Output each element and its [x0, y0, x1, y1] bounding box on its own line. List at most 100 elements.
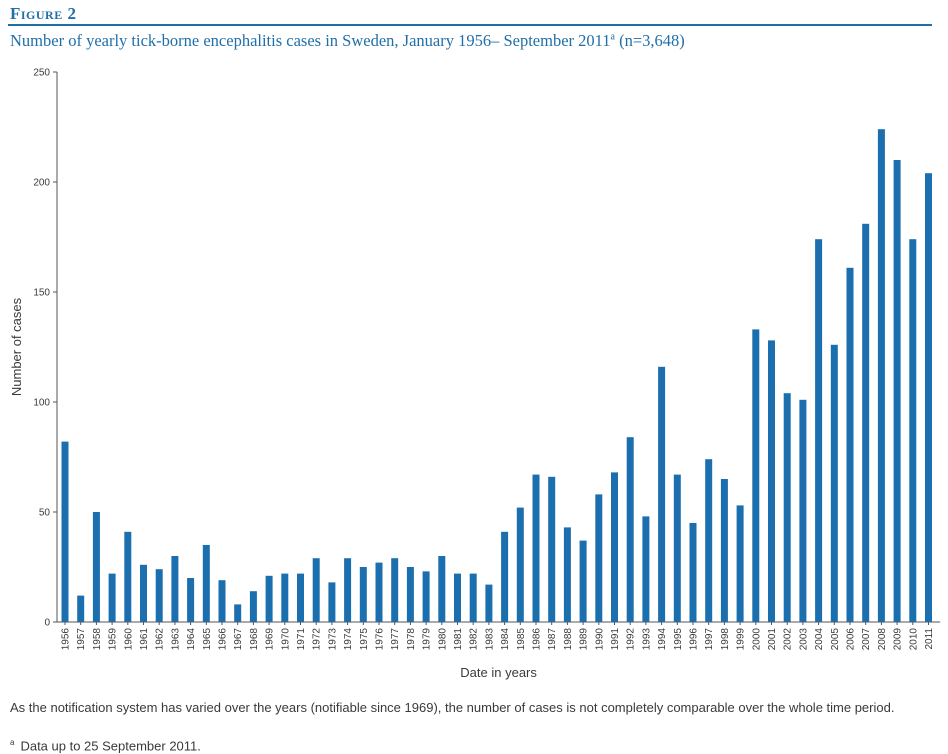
- bar-1992: [626, 437, 634, 622]
- x-tick-label-1993: 1993: [641, 628, 652, 651]
- bar-1962: [155, 569, 163, 622]
- figure-label: Figure 2: [10, 4, 77, 23]
- bar-1959: [108, 573, 116, 622]
- bar-1971: [297, 573, 304, 622]
- bar-chart: 1956 1957 1958 1959 1960 1961 1962 1963 1964 1965…: [9, 68, 941, 680]
- bar-1986: [532, 474, 540, 622]
- chart-note: As the notification system has varied ov…: [10, 700, 895, 715]
- x-tick-label-1957: 1957: [76, 628, 87, 651]
- bar-1996: [689, 523, 697, 622]
- bar-1978: [406, 567, 414, 622]
- x-tick-label-1963: 1963: [170, 628, 181, 651]
- x-tick-label-1973: 1973: [327, 628, 338, 651]
- bar-2008: [877, 129, 885, 622]
- x-tick-label-1984: 1984: [500, 628, 511, 651]
- x-tick-label-2007: 2007: [861, 628, 872, 651]
- x-tick-label-1972: 1972: [312, 628, 323, 651]
- bar-1999: [736, 505, 744, 622]
- bar-1998: [720, 479, 728, 622]
- x-tick-label-1962: 1962: [155, 628, 166, 651]
- x-tick-label-1956: 1956: [61, 628, 72, 651]
- x-tick-label-2011: 2011: [924, 628, 935, 650]
- x-tick-label-1974: 1974: [343, 628, 354, 651]
- bar-1963: [171, 556, 179, 622]
- bar-1979: [422, 571, 430, 622]
- x-tick-label-2004: 2004: [814, 628, 825, 651]
- x-tick-label-1997: 1997: [704, 628, 715, 651]
- footnote: a Data up to 25 September 2011.: [10, 735, 201, 754]
- x-tick-label-2009: 2009: [893, 628, 904, 651]
- x-tick-label-1969: 1969: [265, 628, 276, 651]
- bar-1980: [438, 556, 446, 622]
- bar-1982: [469, 573, 477, 622]
- bar-1991: [611, 472, 618, 622]
- footnote-text: Data up to 25 September 2011.: [20, 738, 201, 754]
- bar-1964: [187, 578, 195, 622]
- bar-1984: [501, 531, 509, 622]
- x-tick-label-2002: 2002: [783, 628, 794, 651]
- bar-1974: [344, 558, 352, 622]
- bar-2007: [862, 223, 870, 623]
- x-tick-label-1978: 1978: [406, 628, 417, 651]
- x-tick-label-1959: 1959: [108, 628, 119, 651]
- x-tick-labels: 1956 1957 1958 1959 1960 1961 1962 1963 1964 1965…: [61, 628, 936, 651]
- bar-2010: [909, 239, 917, 622]
- x-tick-label-2010: 2010: [908, 628, 919, 651]
- y-tick-label: 150: [33, 288, 50, 299]
- bar-1972: [312, 558, 320, 622]
- bar-1995: [673, 474, 681, 622]
- y-tick-label: 100: [33, 398, 50, 409]
- chart-title-text: Number of yearly tick-borne encephalitis…: [10, 31, 611, 50]
- bar-2006: [846, 267, 854, 622]
- bar-1960: [124, 531, 132, 622]
- bar-2000: [752, 329, 760, 622]
- x-tick-label-1976: 1976: [375, 628, 386, 651]
- x-tick-label-1996: 1996: [689, 628, 700, 651]
- x-axis-label: Date in years: [460, 665, 537, 680]
- bar-1965: [202, 545, 210, 622]
- bar-1961: [140, 564, 147, 622]
- x-tick-label-1975: 1975: [359, 628, 370, 651]
- x-tick-label-1998: 1998: [720, 628, 731, 651]
- x-tick-label-1961: 1961: [139, 628, 150, 651]
- chart-title-count: (n=3,648): [615, 31, 685, 50]
- bar-1983: [485, 584, 493, 622]
- chart-axes: [53, 71, 941, 625]
- x-tick-label-2003: 2003: [798, 628, 809, 651]
- y-tick-label: 200: [33, 178, 50, 189]
- x-tick-label-1995: 1995: [673, 628, 684, 651]
- x-tick-label-1989: 1989: [579, 628, 590, 651]
- x-tick-label-1985: 1985: [516, 628, 527, 651]
- y-tick-label: 0: [44, 618, 50, 629]
- bar-1988: [563, 527, 571, 622]
- x-tick-label-1994: 1994: [657, 628, 668, 651]
- bar-2004: [815, 239, 823, 622]
- bar-2002: [783, 393, 791, 622]
- bar-2009: [893, 160, 901, 622]
- bar-1958: [92, 512, 100, 622]
- bar-1985: [516, 507, 524, 622]
- y-tick-labels: 0 50 100 150 200 250: [33, 68, 50, 629]
- x-tick-label-1977: 1977: [390, 628, 401, 651]
- x-tick-label-2006: 2006: [846, 628, 857, 651]
- footnote-marker: a: [10, 738, 15, 747]
- x-tick-label-1990: 1990: [594, 628, 605, 651]
- x-tick-label-1970: 1970: [280, 628, 291, 651]
- chart-title-footnote-marker: a: [610, 31, 615, 43]
- bar-1977: [391, 558, 399, 622]
- x-tick-label-1986: 1986: [532, 628, 543, 651]
- x-tick-label-2000: 2000: [751, 628, 762, 651]
- bar-1973: [328, 582, 336, 622]
- bar-1975: [359, 567, 367, 622]
- x-tick-label-1958: 1958: [92, 628, 103, 651]
- x-tick-label-1968: 1968: [249, 628, 260, 651]
- x-tick-label-1980: 1980: [437, 628, 448, 651]
- bar-2003: [799, 399, 807, 622]
- x-tick-label-2005: 2005: [830, 628, 841, 651]
- bar-1997: [705, 459, 713, 622]
- x-tick-label-1981: 1981: [453, 628, 464, 651]
- x-tick-label-2001: 2001: [767, 628, 778, 651]
- y-tick-label: 250: [33, 68, 50, 79]
- x-tick-label-1964: 1964: [186, 628, 197, 651]
- x-tick-label-1988: 1988: [563, 628, 574, 651]
